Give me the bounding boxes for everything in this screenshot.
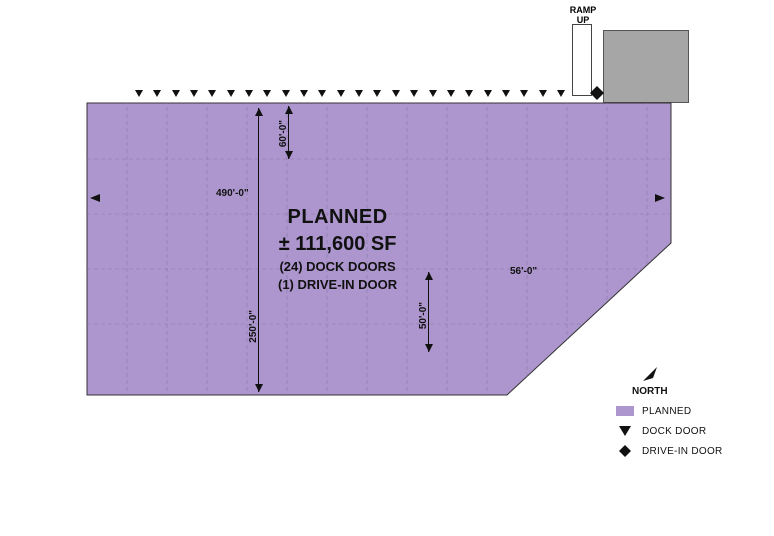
dock-door-icon [135, 90, 143, 97]
dock-door-icon [337, 90, 345, 97]
dock-door-icon [263, 90, 271, 97]
legend: PLANNED DOCK DOOR DRIVE-IN DOOR [616, 404, 723, 464]
north-label: NORTH [632, 386, 668, 397]
north-indicator: NORTH [632, 364, 668, 397]
dock-doors-row [135, 90, 565, 97]
dock-door-icon [245, 90, 253, 97]
dim-490-arrow-right [655, 194, 665, 202]
legend-drivein-label: DRIVE-IN DOOR [642, 446, 723, 457]
dock-door-icon [465, 90, 473, 97]
drive-in-door-icon [616, 445, 634, 457]
dim-60-label: 60'-0" [278, 120, 289, 147]
dock-door-icon [355, 90, 363, 97]
dock-door-icon [318, 90, 326, 97]
dock-door-icon [539, 90, 547, 97]
dock-door-icon [410, 90, 418, 97]
dim-56-label: 56'-0" [510, 266, 537, 277]
legend-planned: PLANNED [616, 404, 723, 418]
legend-drivein: DRIVE-IN DOOR [616, 444, 723, 458]
legend-planned-label: PLANNED [642, 406, 691, 417]
planned-swatch [616, 406, 634, 416]
dock-door-icon [557, 90, 565, 97]
dock-door-icon [447, 90, 455, 97]
legend-dock: DOCK DOOR [616, 424, 723, 438]
dock-door-icon [392, 90, 400, 97]
dim-250-label: 250'-0" [248, 310, 259, 343]
dim-490-label: 490'-0" [216, 188, 249, 199]
dim-250-arrow [258, 108, 259, 392]
title-block: PLANNED ± 111,600 SF (24) DOCK DOORS (1)… [278, 204, 397, 293]
dock-door-icon [282, 90, 290, 97]
dock-door-icon [300, 90, 308, 97]
dock-door-icon [616, 426, 634, 436]
title-dockdoors: (24) DOCK DOORS [278, 258, 397, 276]
dock-door-icon [502, 90, 510, 97]
dock-door-icon [227, 90, 235, 97]
dock-door-icon [208, 90, 216, 97]
dock-door-icon [484, 90, 492, 97]
dock-door-icon [153, 90, 161, 97]
dock-door-icon [190, 90, 198, 97]
dock-door-icon [520, 90, 528, 97]
title-sf: ± 111,600 SF [278, 231, 397, 258]
dim-50-label: 50'-0" [418, 302, 429, 329]
north-arrow-icon [640, 364, 660, 384]
dock-door-icon [429, 90, 437, 97]
legend-dock-label: DOCK DOOR [642, 426, 706, 437]
dim-490-arrow-left [90, 194, 100, 202]
floorplan-canvas: RAMPUP 490'-0" 60'-0" 250'-0" 50'-0" 56'… [0, 0, 774, 536]
dock-door-icon [373, 90, 381, 97]
title-planned: PLANNED [278, 204, 397, 231]
title-drivein: (1) DRIVE-IN DOOR [278, 276, 397, 294]
dock-door-icon [172, 90, 180, 97]
drive-in-door-icon [590, 86, 604, 100]
